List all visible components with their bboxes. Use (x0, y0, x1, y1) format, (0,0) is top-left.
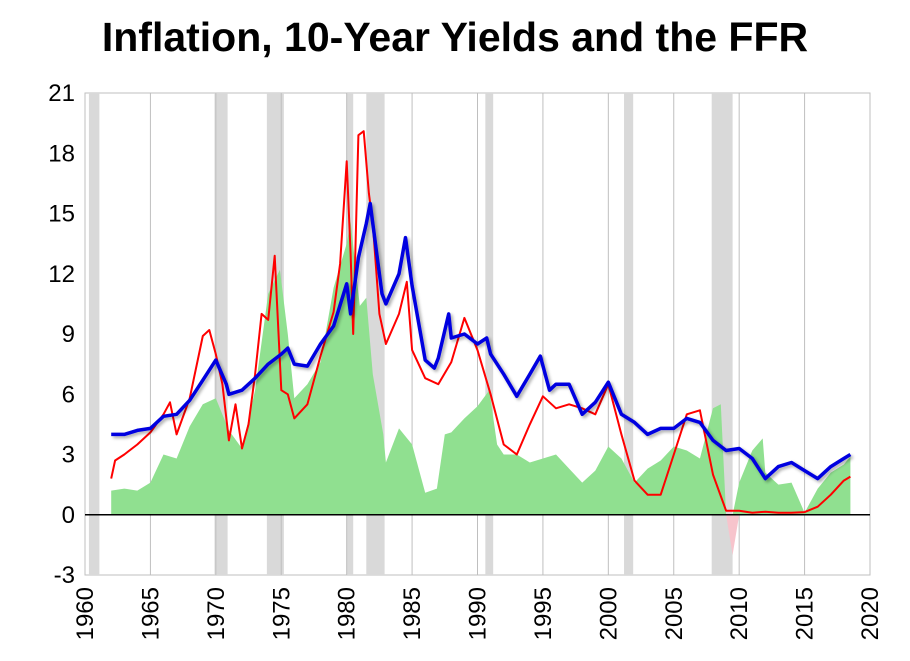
x-tick-labels: 1960 1965 1970 1975 1980 1985 1990 1995 2000 2005… (72, 587, 884, 640)
inflation-area-positive (111, 221, 851, 515)
recession-band (88, 93, 100, 575)
x-tick-label: 2020 (857, 587, 884, 640)
x-tick-label: 1975 (268, 587, 295, 640)
x-tick-label: 2005 (661, 587, 688, 640)
series-lines (110, 130, 852, 514)
y-tick-label: 21 (48, 80, 75, 107)
x-tick-label: 2000 (595, 587, 622, 640)
x-tick-label: 2010 (726, 587, 753, 640)
ten-year-line (111, 201, 852, 481)
inflation-area (111, 221, 851, 555)
x-tick-label: 1965 (137, 587, 164, 640)
y-tick-label: 0 (62, 502, 75, 529)
y-tick-label: 9 (62, 321, 75, 348)
x-tick-label: 1970 (203, 587, 230, 640)
x-tick-label: 1990 (465, 587, 492, 640)
chart-title: Inflation, 10-Year Yields and the FFR (101, 14, 809, 60)
ffr-line (110, 130, 851, 514)
y-tick-label: 6 (62, 381, 75, 408)
recession-band (624, 93, 634, 575)
x-tick-label: 1985 (399, 587, 426, 640)
x-tick-label: 2015 (792, 587, 819, 640)
x-tick-label: 1995 (530, 587, 557, 640)
y-tick-label: 18 (48, 140, 75, 167)
y-tick-label: -3 (54, 562, 75, 589)
recession-band (485, 93, 494, 575)
y-tick-label: 3 (62, 442, 75, 469)
y-tick-label: 12 (48, 261, 75, 288)
y-tick-labels: -3 0 3 6 9 12 15 18 21 (48, 80, 75, 589)
y-tick-label: 15 (48, 201, 75, 228)
x-tick-label: 1960 (72, 587, 99, 640)
x-tick-label: 1980 (334, 587, 361, 640)
